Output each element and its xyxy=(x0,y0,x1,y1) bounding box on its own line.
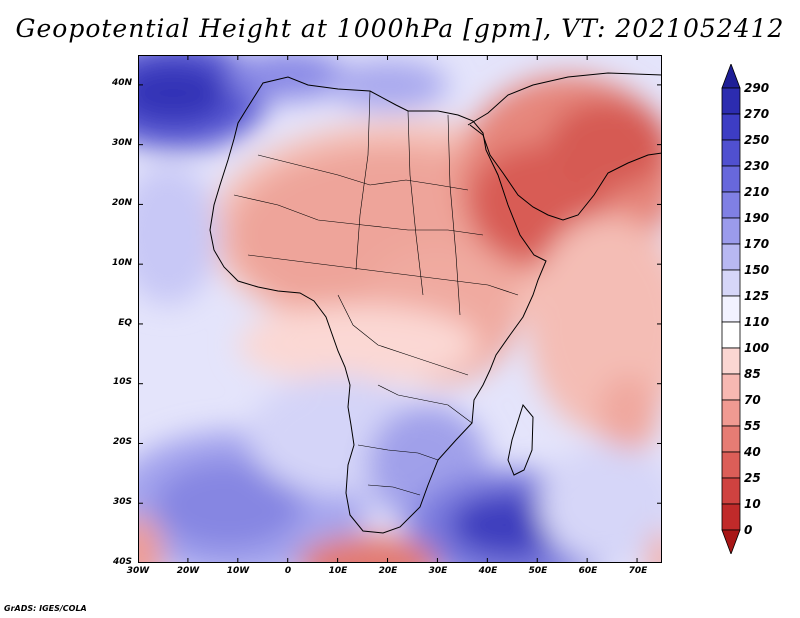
colorbar-label-10: 10 xyxy=(744,497,761,511)
lat-label-40s: 40S xyxy=(112,557,132,567)
geopotential-height-map xyxy=(138,55,662,563)
colorbar-swatch xyxy=(721,243,741,271)
colorbar-swatch xyxy=(721,139,741,167)
colorbar-swatch xyxy=(721,191,741,219)
colorbar-label-210: 210 xyxy=(744,185,770,199)
lon-label-60e: 60E xyxy=(578,566,598,576)
lon-label-0: 0 xyxy=(284,566,292,576)
colorbar-label-0: 0 xyxy=(744,523,753,537)
colorbar-label-70: 70 xyxy=(744,393,761,407)
lon-label-30w: 30W xyxy=(126,566,150,576)
lat-label-10n: 10N xyxy=(111,258,132,268)
colorbar-label-250: 250 xyxy=(744,133,770,147)
colorbar-label-230: 230 xyxy=(744,159,770,173)
lon-label-40e: 40E xyxy=(478,566,498,576)
coastlines xyxy=(209,72,662,534)
map-panel xyxy=(138,55,662,563)
lon-label-20e: 20E xyxy=(378,566,398,576)
colorbar-label-85: 85 xyxy=(744,367,761,381)
colorbar-bottom-triangle xyxy=(721,529,741,554)
lon-label-10w: 10W xyxy=(226,566,250,576)
colorbar-swatches xyxy=(721,64,741,554)
colorbar-label-290: 290 xyxy=(744,81,770,95)
colorbar-swatch xyxy=(721,269,741,297)
colorbar-label-25: 25 xyxy=(744,471,761,485)
lon-label-70e: 70E xyxy=(628,566,648,576)
lon-label-30e: 30E xyxy=(428,566,448,576)
lon-label-20w: 20W xyxy=(176,566,200,576)
colorbar-swatch xyxy=(721,373,741,401)
colorbar-label-55: 55 xyxy=(744,419,761,433)
lat-label-eq: EQ xyxy=(118,318,132,328)
country-borders xyxy=(233,90,519,496)
colorbar-label-125: 125 xyxy=(744,289,770,303)
colorbar-swatch xyxy=(721,425,741,453)
lon-label-50e: 50E xyxy=(528,566,548,576)
colorbar-label-110: 110 xyxy=(744,315,770,329)
grads-credit: GrADS: IGES/COLA xyxy=(4,604,87,613)
colorbar-swatch xyxy=(721,321,741,349)
lat-label-10s: 10S xyxy=(112,377,132,387)
colorbar-label-40: 40 xyxy=(744,445,761,459)
lat-label-20n: 20N xyxy=(111,198,132,208)
lat-label-30s: 30S xyxy=(112,497,132,507)
map-frame xyxy=(138,55,662,563)
colorbar-label-270: 270 xyxy=(744,107,770,121)
colorbar-swatch xyxy=(721,217,741,245)
colorbar-label-100: 100 xyxy=(744,341,770,355)
colorbar-swatch xyxy=(721,399,741,427)
colorbar-swatch xyxy=(721,347,741,375)
colorbar-swatch xyxy=(721,113,741,141)
colorbar-top-triangle xyxy=(721,64,741,89)
map-title: Geopotential Height at 1000hPa [gpm], VT… xyxy=(15,14,785,43)
lat-label-40n: 40N xyxy=(111,78,132,88)
colorbar-swatch xyxy=(721,503,741,531)
lat-label-30n: 30N xyxy=(111,138,132,148)
colorbar: 290 270 250 230 210 190 170 150 125 110 … xyxy=(720,64,790,554)
lat-label-20s: 20S xyxy=(112,437,132,447)
colorbar-label-150: 150 xyxy=(744,263,770,277)
colorbar-swatch xyxy=(721,87,741,115)
colorbar-label-190: 190 xyxy=(744,211,770,225)
lon-label-10e: 10E xyxy=(328,566,348,576)
colorbar-swatch xyxy=(721,295,741,323)
colorbar-swatch xyxy=(721,451,741,479)
colorbar-label-170: 170 xyxy=(744,237,770,251)
colorbar-swatch xyxy=(721,477,741,505)
axis-ticks xyxy=(138,55,662,563)
colorbar-swatch xyxy=(721,165,741,193)
